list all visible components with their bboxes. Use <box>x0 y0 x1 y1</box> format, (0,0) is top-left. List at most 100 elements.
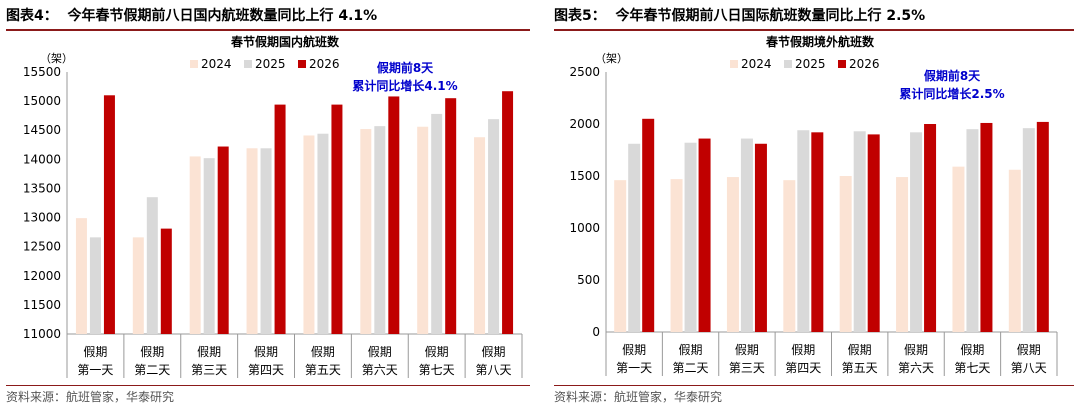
source-rule-left <box>6 385 530 386</box>
y-tick-label: 12500 <box>23 240 61 254</box>
chart-right: 春节假期境外航班数 （架） 2024 2025 2026 0 500 1000 1500 2000… <box>569 34 1058 376</box>
y-tick-label: 13000 <box>23 211 61 225</box>
bar-2025-4 <box>797 130 810 332</box>
x-tick-label-line2: 第五天 <box>842 361 878 375</box>
bar-2025-3 <box>203 158 215 334</box>
x-tick-label-line2: 第六天 <box>362 363 398 377</box>
legend-label-2026: 2026 <box>309 57 340 71</box>
y-tick-label: 13500 <box>23 181 61 195</box>
bar-2024-4 <box>783 180 796 332</box>
y-tick-label: 2500 <box>569 65 600 79</box>
y-unit-label: （架） <box>40 52 73 65</box>
y-tick-label: 15500 <box>23 65 61 79</box>
x-tick-label-line2: 第四天 <box>248 363 284 377</box>
bar-2024-7 <box>417 126 429 335</box>
bar-2024-3 <box>726 177 739 332</box>
x-tick-label-line1: 假期 <box>848 343 872 357</box>
y-tick-label: 14000 <box>23 152 61 166</box>
bar-2024-5 <box>839 176 852 332</box>
bar-2026-1 <box>103 95 115 335</box>
legend-label-2024: 2024 <box>201 57 232 71</box>
y-tick-label: 15000 <box>23 94 61 108</box>
bar-2026-5 <box>867 134 880 332</box>
x-tick-label-line1: 假期 <box>197 345 221 359</box>
chart-title: 春节假期国内航班数 <box>230 34 340 49</box>
legend-swatch-2026 <box>838 60 846 68</box>
bar-2026-8 <box>502 91 514 334</box>
bar-2025-4 <box>260 148 272 334</box>
x-tick-label-line2: 第八天 <box>476 363 512 377</box>
bar-2026-2 <box>160 228 172 334</box>
bar-2026-8 <box>1036 121 1049 332</box>
x-tick-label-line2: 第八天 <box>1011 361 1047 375</box>
legend-label-2024: 2024 <box>741 57 772 71</box>
bar-2024-7 <box>952 166 965 332</box>
bar-2024-3 <box>189 156 201 334</box>
title-rule-right <box>554 29 1074 31</box>
x-tick-label-line1: 假期 <box>1017 343 1041 357</box>
bar-2024-8 <box>1008 169 1021 332</box>
x-tick-label-line2: 第五天 <box>305 363 341 377</box>
y-tick-label: 14500 <box>23 123 61 137</box>
bar-2026-3 <box>754 143 767 332</box>
bar-2024-4 <box>246 148 258 334</box>
bar-2024-2 <box>670 179 683 332</box>
x-tick-label-line2: 第二天 <box>134 363 170 377</box>
bar-2024-5 <box>303 135 315 334</box>
x-tick-label-line1: 假期 <box>368 345 392 359</box>
bar-2025-5 <box>853 131 866 332</box>
bar-2025-6 <box>910 132 923 332</box>
y-tick-label: 12000 <box>23 269 61 283</box>
legend-label-2025: 2025 <box>255 57 286 71</box>
bar-2026-2 <box>698 138 711 332</box>
legend-label-2025: 2025 <box>795 57 826 71</box>
y-tick-label: 1000 <box>569 221 600 235</box>
x-tick-label-line1: 假期 <box>622 343 646 357</box>
bar-2025-7 <box>966 129 979 332</box>
legend-swatch-2025 <box>784 60 792 68</box>
legend-swatch-2024 <box>730 60 738 68</box>
y-tick-label: 2000 <box>569 117 600 131</box>
x-tick-label-line1: 假期 <box>960 343 984 357</box>
bar-2025-2 <box>146 197 158 334</box>
chart-title: 春节假期境外航班数 <box>765 34 875 49</box>
x-tick-label-line2: 第三天 <box>729 361 765 375</box>
bar-2024-1 <box>614 180 627 332</box>
y-tick-label: 0 <box>592 325 600 339</box>
legend-swatch-2026 <box>298 60 306 68</box>
annotation-line1: 假期前8天 <box>377 60 434 75</box>
bar-2025-1 <box>628 143 641 332</box>
bar-2025-2 <box>684 142 697 332</box>
bar-2024-2 <box>132 237 144 334</box>
bar-2026-5 <box>331 104 343 334</box>
source-note-right: 资料来源：航班管家，华泰研究 <box>554 390 723 404</box>
x-tick-label-line1: 假期 <box>679 343 703 357</box>
bar-2026-4 <box>274 104 286 334</box>
bar-2026-7 <box>980 122 993 333</box>
y-tick-label: 11500 <box>23 298 61 312</box>
y-tick-label: 11000 <box>23 327 61 341</box>
bar-2026-7 <box>445 98 457 334</box>
bar-2024-6 <box>360 129 372 334</box>
bar-2024-1 <box>75 218 87 334</box>
legend-swatch-2025 <box>244 60 252 68</box>
bar-2026-6 <box>388 96 400 334</box>
annotation-line1: 假期前8天 <box>924 68 981 83</box>
chart-left: 春节假期国内航班数 （架） 2024 2025 2026 11000 11500 12000 1… <box>23 34 523 378</box>
bar-2025-3 <box>740 138 753 332</box>
figure-title-left: 图表4： 今年春节假期前八日国内航班数量同比上行 4.1% <box>6 8 378 24</box>
bar-2026-1 <box>642 118 655 332</box>
bar-2025-8 <box>1022 128 1035 332</box>
x-tick-label-line1: 假期 <box>904 343 928 357</box>
y-tick-label: 500 <box>577 273 600 287</box>
x-tick-label-line1: 假期 <box>254 345 278 359</box>
bar-2025-8 <box>488 119 500 334</box>
x-tick-label-line2: 第三天 <box>191 363 227 377</box>
x-tick-label-line1: 假期 <box>311 345 335 359</box>
bar-2026-3 <box>217 146 229 334</box>
x-tick-label-line2: 第四天 <box>785 361 821 375</box>
x-tick-label-line2: 第六天 <box>898 361 934 375</box>
bar-2026-4 <box>811 132 824 332</box>
x-tick-label-line2: 第一天 <box>616 361 652 375</box>
source-rule-right <box>554 385 1074 386</box>
